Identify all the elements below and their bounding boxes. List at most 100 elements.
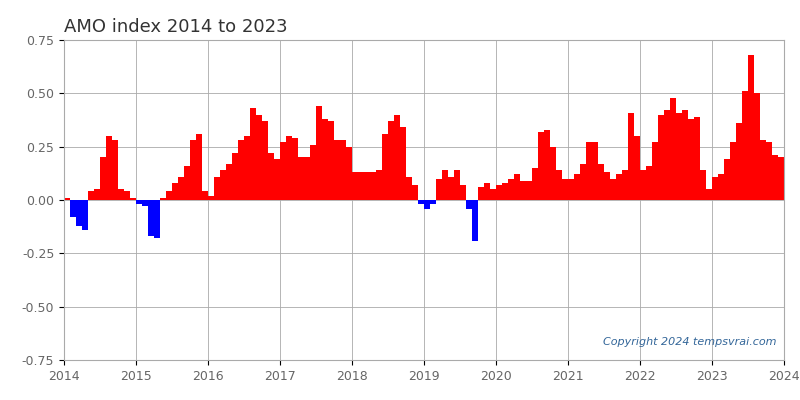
Bar: [454, 170, 460, 200]
Bar: [316, 106, 322, 200]
Bar: [190, 140, 196, 200]
Bar: [514, 174, 520, 200]
Bar: [274, 160, 280, 200]
Bar: [712, 176, 718, 200]
Bar: [184, 166, 190, 200]
Bar: [328, 121, 334, 200]
Bar: [682, 110, 688, 200]
Bar: [604, 172, 610, 200]
Bar: [742, 91, 748, 200]
Bar: [706, 189, 712, 200]
Bar: [358, 172, 364, 200]
Bar: [310, 144, 316, 200]
Bar: [268, 153, 274, 200]
Bar: [148, 200, 154, 236]
Bar: [238, 140, 244, 200]
Bar: [100, 157, 106, 200]
Bar: [508, 179, 514, 200]
Bar: [412, 185, 418, 200]
Bar: [598, 164, 604, 200]
Bar: [550, 147, 556, 200]
Bar: [160, 198, 166, 200]
Bar: [466, 200, 472, 208]
Bar: [778, 157, 784, 200]
Bar: [670, 98, 676, 200]
Bar: [178, 176, 184, 200]
Bar: [76, 200, 82, 226]
Bar: [430, 200, 436, 204]
Bar: [460, 185, 466, 200]
Bar: [538, 132, 544, 200]
Bar: [640, 170, 646, 200]
Bar: [568, 179, 574, 200]
Bar: [496, 185, 502, 200]
Bar: [388, 121, 394, 200]
Bar: [130, 198, 136, 200]
Bar: [676, 112, 682, 200]
Bar: [436, 179, 442, 200]
Bar: [106, 136, 112, 200]
Bar: [370, 172, 376, 200]
Bar: [112, 140, 118, 200]
Bar: [364, 172, 370, 200]
Bar: [250, 108, 256, 200]
Bar: [658, 115, 664, 200]
Bar: [730, 142, 736, 200]
Bar: [220, 170, 226, 200]
Bar: [418, 200, 424, 204]
Bar: [688, 119, 694, 200]
Bar: [616, 174, 622, 200]
Bar: [502, 183, 508, 200]
Bar: [520, 181, 526, 200]
Bar: [280, 142, 286, 200]
Bar: [376, 170, 382, 200]
Bar: [442, 170, 448, 200]
Bar: [124, 192, 130, 200]
Bar: [340, 140, 346, 200]
Bar: [628, 112, 634, 200]
Bar: [574, 174, 580, 200]
Bar: [244, 136, 250, 200]
Bar: [298, 157, 304, 200]
Bar: [406, 176, 412, 200]
Bar: [586, 142, 592, 200]
Bar: [652, 142, 658, 200]
Bar: [256, 115, 262, 200]
Bar: [142, 200, 148, 206]
Bar: [322, 119, 328, 200]
Bar: [724, 160, 730, 200]
Bar: [748, 55, 754, 200]
Bar: [718, 174, 724, 200]
Bar: [136, 200, 142, 204]
Bar: [610, 179, 616, 200]
Bar: [700, 170, 706, 200]
Bar: [262, 121, 268, 200]
Text: AMO index 2014 to 2023: AMO index 2014 to 2023: [64, 18, 288, 36]
Text: Copyright 2024 tempsvrai.com: Copyright 2024 tempsvrai.com: [603, 337, 777, 347]
Bar: [82, 200, 88, 230]
Bar: [772, 155, 778, 200]
Bar: [532, 168, 538, 200]
Bar: [760, 140, 766, 200]
Bar: [664, 110, 670, 200]
Bar: [94, 189, 100, 200]
Bar: [352, 172, 358, 200]
Bar: [448, 176, 454, 200]
Bar: [196, 134, 202, 200]
Bar: [382, 134, 388, 200]
Bar: [766, 142, 772, 200]
Bar: [286, 136, 292, 200]
Bar: [622, 170, 628, 200]
Bar: [478, 187, 484, 200]
Bar: [544, 130, 550, 200]
Bar: [634, 136, 640, 200]
Bar: [472, 200, 478, 240]
Bar: [490, 189, 496, 200]
Bar: [346, 147, 352, 200]
Bar: [736, 123, 742, 200]
Bar: [232, 153, 238, 200]
Bar: [526, 181, 532, 200]
Bar: [424, 200, 430, 208]
Bar: [214, 176, 220, 200]
Bar: [556, 170, 562, 200]
